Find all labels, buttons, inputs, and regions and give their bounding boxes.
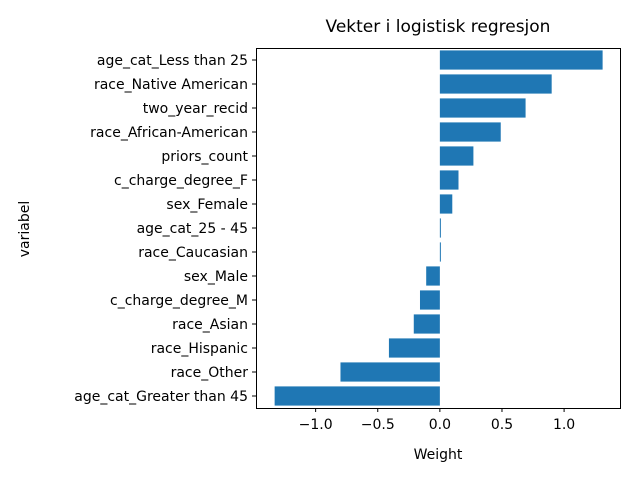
y-tick-label: age_cat_25 - 45 (137, 221, 248, 237)
y-tick-label: c_charge_degree_F (114, 173, 248, 189)
y-tick-label: age_cat_Less than 25 (97, 53, 248, 69)
y-tick-label: race_Caucasian (138, 245, 248, 261)
y-tick-label: sex_Female (166, 197, 248, 213)
bar (439, 146, 474, 166)
x-tick-label: −0.5 (361, 417, 395, 433)
bar (439, 194, 453, 214)
x-tick-label: 0.0 (429, 417, 451, 433)
y-tick-label: race_Native American (94, 77, 248, 93)
bar (419, 290, 440, 310)
bar (340, 362, 440, 382)
y-tick-label: race_Asian (172, 317, 248, 333)
x-ticks: −1.0 −0.5 0.0 0.5 1.0 (299, 408, 575, 433)
x-tick-label: 0.5 (491, 417, 513, 433)
x-tick-label: −1.0 (299, 417, 333, 433)
plot-frame (256, 48, 621, 409)
chart-title: Vekter i logistisk regresjon (326, 17, 551, 37)
y-ticks: age_cat_Less than 25 race_Native American… (74, 53, 256, 405)
y-tick-label: sex_Male (184, 269, 248, 285)
y-tick-label: c_charge_degree_M (110, 293, 248, 309)
y-tick-label: race_Other (171, 365, 249, 381)
y-axis-label: variabel (17, 201, 33, 257)
bar (439, 98, 526, 118)
x-axis-label: Weight (414, 447, 463, 463)
bar (439, 218, 441, 238)
y-tick-label: age_cat_Greater than 45 (74, 389, 248, 405)
y-tick-label: race_Hispanic (151, 341, 248, 357)
bar (426, 266, 440, 286)
y-tick-label: race_African-American (90, 125, 248, 141)
y-tick-label: two_year_recid (143, 101, 248, 117)
bar (388, 338, 440, 358)
y-tick-label: priors_count (161, 149, 248, 165)
bar (439, 242, 441, 262)
bar (439, 50, 603, 70)
bars-layer (274, 50, 603, 406)
bar (439, 122, 501, 142)
bar (439, 74, 552, 94)
x-tick-label: 1.0 (553, 417, 575, 433)
bar (413, 314, 440, 334)
bar (274, 386, 440, 406)
bar (439, 170, 459, 190)
